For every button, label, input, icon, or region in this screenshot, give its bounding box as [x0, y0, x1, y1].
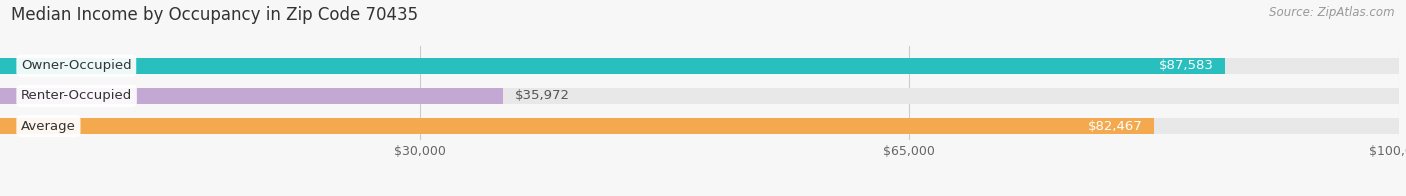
Bar	[0, 88, 1399, 104]
Bar	[0, 118, 1154, 134]
Text: $87,583: $87,583	[1159, 59, 1213, 72]
Text: $82,467: $82,467	[1088, 120, 1143, 132]
Text: Average: Average	[21, 120, 76, 132]
Text: $35,972: $35,972	[515, 89, 569, 102]
Bar	[0, 58, 1399, 74]
Text: Owner-Occupied: Owner-Occupied	[21, 59, 132, 72]
Text: Median Income by Occupancy in Zip Code 70435: Median Income by Occupancy in Zip Code 7…	[11, 6, 419, 24]
Text: Source: ZipAtlas.com: Source: ZipAtlas.com	[1270, 6, 1395, 19]
Bar	[0, 58, 1225, 74]
Text: Renter-Occupied: Renter-Occupied	[21, 89, 132, 102]
Bar	[0, 118, 1399, 134]
Bar	[0, 88, 503, 104]
